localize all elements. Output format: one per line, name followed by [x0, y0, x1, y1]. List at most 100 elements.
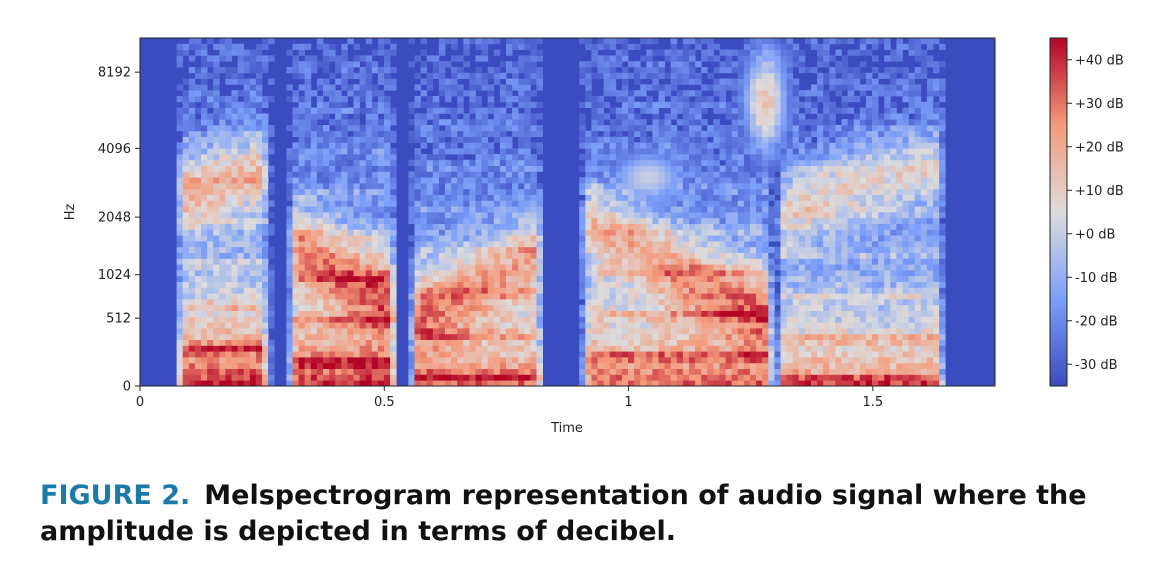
spectrogram-cell: [792, 316, 800, 323]
spectrogram-cell: [652, 339, 659, 346]
spectrogram-cell: [377, 333, 385, 340]
spectrogram-cell: [621, 287, 629, 294]
spectrogram-cell: [408, 258, 415, 265]
spectrogram-cell: [329, 206, 336, 213]
spectrogram-cell: [762, 333, 769, 340]
spectrogram-cell: [750, 206, 757, 213]
spectrogram-cell: [445, 339, 452, 346]
spectrogram-cell: [347, 380, 354, 387]
spectrogram-cell: [420, 200, 428, 207]
spectrogram-cell: [585, 304, 592, 311]
spectrogram-cell: [469, 90, 476, 97]
spectrogram-cell: [182, 142, 190, 149]
spectrogram-cell: [335, 223, 342, 230]
spectrogram-cell: [353, 287, 360, 294]
spectrogram-cell: [499, 374, 507, 381]
spectrogram-cell: [640, 136, 647, 143]
spectrogram-cell: [414, 130, 421, 137]
spectrogram-cell: [451, 362, 458, 369]
spectrogram-cell: [194, 107, 202, 114]
spectrogram-cell: [237, 90, 245, 97]
spectrogram-cell: [725, 188, 733, 195]
spectrogram-cell: [225, 200, 232, 207]
spectrogram-cell: [670, 142, 678, 149]
spectrogram-cell: [713, 142, 720, 149]
spectrogram-cell: [335, 264, 342, 271]
spectrogram-cell: [731, 159, 739, 166]
spectrogram-cell: [194, 159, 202, 166]
spectrogram-cell: [536, 368, 543, 375]
spectrogram-cell: [628, 171, 635, 178]
spectrogram-cell: [487, 217, 495, 224]
spectrogram-cell: [725, 101, 733, 108]
spectrogram-cell: [201, 96, 208, 103]
spectrogram-cell: [286, 148, 293, 155]
spectrogram-cell: [512, 310, 519, 317]
spectrogram-cell: [591, 304, 598, 311]
spectrogram-cell: [323, 293, 330, 300]
spectrogram-cell: [176, 252, 184, 259]
spectrogram-cell: [469, 316, 476, 323]
spectrogram-cell: [213, 293, 220, 300]
spectrogram-cell: [347, 229, 354, 236]
spectrogram-cell: [268, 38, 275, 45]
spectrogram-cell: [420, 223, 428, 230]
spectrogram-cell: [292, 96, 299, 103]
spectrogram-cell: [682, 374, 690, 381]
spectrogram-cell: [725, 183, 733, 190]
spectrogram-cell: [585, 38, 592, 45]
spectrogram-cell: [682, 229, 690, 236]
spectrogram-cell: [475, 67, 482, 74]
spectrogram-cell: [701, 212, 708, 219]
spectrogram-cell: [597, 96, 604, 103]
spectrogram-cell: [445, 165, 452, 172]
spectrogram-cell: [628, 316, 635, 323]
spectrogram-cell: [201, 241, 208, 248]
spectrogram-cell: [701, 183, 708, 190]
spectrogram-cell: [725, 275, 733, 282]
spectrogram-cell: [786, 130, 794, 137]
spectrogram-cell: [756, 380, 763, 387]
spectrogram-cell: [335, 177, 342, 184]
spectrogram-cell: [414, 200, 421, 207]
spectrogram-cell: [457, 322, 464, 329]
spectrogram-cell: [719, 229, 726, 236]
spectrogram-cell: [310, 380, 318, 387]
spectrogram-cell: [658, 351, 665, 358]
spectrogram-cell: [487, 304, 495, 311]
spectrogram-cell: [670, 287, 678, 294]
spectrogram-cell: [292, 72, 299, 79]
spectrogram-cell: [335, 380, 342, 387]
spectrogram-cell: [384, 322, 391, 329]
spectrogram-cell: [329, 148, 336, 155]
spectrogram-cell: [377, 380, 385, 387]
spectrogram-cell: [743, 252, 751, 259]
spectrogram-cell: [499, 368, 507, 375]
spectrogram-cell: [457, 246, 464, 253]
spectrogram-cell: [719, 235, 726, 242]
spectrogram-cell: [213, 264, 220, 271]
spectrogram-cell: [255, 316, 263, 323]
spectrogram-cell: [292, 241, 299, 248]
spectrogram-cell: [219, 281, 226, 288]
spectrogram-cell: [499, 96, 507, 103]
spectrogram-cell: [676, 357, 684, 364]
spectrogram-cell: [219, 107, 226, 114]
spectrogram-cell: [481, 328, 489, 335]
spectrogram-cell: [432, 200, 440, 207]
spectrogram-cell: [176, 357, 184, 364]
spectrogram-cell: [512, 304, 519, 311]
spectrogram-cell: [634, 287, 641, 294]
spectrogram-cell: [414, 235, 421, 242]
spectrogram-cell: [780, 339, 787, 346]
spectrogram-cell: [176, 299, 184, 306]
spectrogram-cell: [304, 84, 312, 91]
spectrogram-cell: [249, 316, 257, 323]
spectrogram-cell: [420, 61, 428, 68]
spectrogram-cell: [432, 293, 440, 300]
spectrogram-cell: [213, 299, 220, 306]
spectrogram-cell: [768, 90, 775, 97]
spectrogram-cell: [689, 119, 696, 126]
spectrogram-cell: [475, 159, 482, 166]
spectrogram-cell: [689, 78, 696, 85]
